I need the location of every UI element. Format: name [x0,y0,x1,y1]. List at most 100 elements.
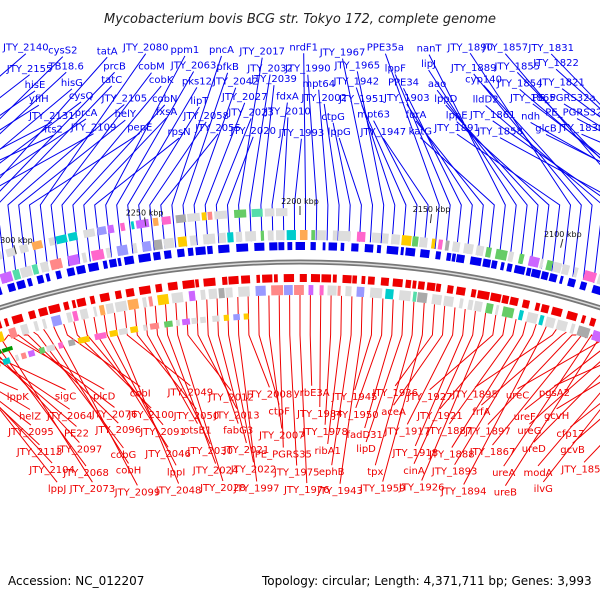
reverse-gene-leader-lines [0,295,600,486]
gene-leader-line [0,53,27,77]
reverse-gene-label: lipD [356,444,376,455]
gene-leader-line [403,88,462,252]
forward-feature [507,251,515,263]
reverse-cds [273,274,278,283]
forward-gene-leader-lines [0,53,600,283]
gene-leader-line [439,316,507,410]
kbp-tick-label: 2300 kbp [0,236,33,245]
forward-feature [371,232,382,244]
gene-leader-line [0,88,73,150]
gene-leader-line [485,105,600,283]
forward-gene-label: lipT [190,96,209,107]
gene-leader-line [271,102,288,241]
forward-gene-label: fts2 [44,124,63,135]
reverse-cds [367,276,375,285]
forward-gene-label: cobM [138,62,165,73]
gene-leader-line [73,321,152,409]
gene-leader-line [204,102,246,245]
gene-leader-line [0,85,113,283]
gene-leader-line [428,54,506,260]
gene-leader-line [516,72,600,159]
gene-leader-line [532,103,600,156]
rna-feature [0,349,2,354]
gene-leader-line [215,118,252,244]
reverse-feature [19,323,30,336]
forward-gene-label: JTY_2002 [300,93,347,104]
gene-leader-line [18,119,126,277]
reverse-gene-label: JTY_1926 [398,483,445,494]
reverse-feature [345,286,352,297]
reverse-gene-label: JTY_1888 [428,450,475,461]
forward-cds [376,244,382,254]
gene-leader-line [428,69,517,262]
reverse-gene-label: cobH [116,465,141,476]
forward-cds [328,242,338,251]
reverse-gene-label: JTY_1894 [440,487,487,498]
forward-gene-label: PE_PGRS32b [545,108,600,119]
kbp-tick-label: 2150 kbp [413,205,451,214]
forward-feature [226,232,234,243]
gene-leader-line [39,53,147,272]
gene-leader-line [299,295,308,484]
forward-cds [386,245,399,255]
reverse-gene-label: JTY_1887 [426,426,473,437]
gene-leader-line [332,122,351,242]
gene-leader-line [105,55,186,258]
reverse-feature [337,285,341,296]
reverse-feature [41,318,48,330]
forward-cds [400,246,405,256]
forward-gene-label: JTY_1821 [538,78,585,89]
gene-leader-line [0,349,87,467]
reverse-gene-label: JTY_2076 [91,409,138,420]
gene-leader-line [0,133,94,187]
gene-leader-line [454,323,537,465]
reverse-cds [138,285,152,296]
kbp-tick-mark [560,238,564,248]
reverse-cds [342,274,352,284]
reverse-cds [446,285,454,294]
forward-gene-label: JTY_2027 [221,92,268,103]
reverse-feature [98,304,106,316]
forward-feature [12,268,22,281]
reverse-feature [208,288,218,300]
gene-leader-line [260,85,275,241]
outer-feature [201,212,207,221]
reverse-gene-label: modA [523,468,552,479]
gene-leader-line [492,120,600,197]
reverse-gene-label: JTY_1867 [469,447,516,458]
reverse-gene-label: frfA [472,407,490,418]
reverse-feature [141,297,148,308]
reverse-gene-label: JTY_2012 [207,393,254,404]
reverse-gene-label: JTY_1936 [371,388,418,399]
inner-feature [149,322,160,330]
forward-feature [116,244,129,257]
forward-cds [254,242,265,252]
reverse-feature [171,292,184,304]
gene-leader-line [0,360,77,427]
outer-feature [161,215,172,226]
reverse-gene-label: JTY_2030 [186,446,233,457]
gene-leader-line [537,392,600,467]
forward-feature [539,258,544,269]
forward-cds [0,286,3,296]
reverse-feature [569,323,576,334]
forward-gene-label: JTY_2055 [194,123,241,134]
forward-cds [490,260,498,270]
forward-gene-label: helY [115,109,137,120]
reverse-cds [167,281,179,291]
forward-cds [187,247,194,257]
gene-leader-line [309,295,313,386]
gene-leader-line [94,137,180,260]
outer-feature [48,236,56,247]
forward-gene-label: JTY_2109 [70,123,117,134]
forward-gene-label: JTY_1903 [383,93,430,104]
reverse-gene-label: JTY_2096 [94,425,141,436]
inner-feature [163,320,174,328]
reverse-gene-label: JTY_1975 [273,468,320,479]
forward-gene-label: lipJ [421,59,436,70]
reverse-gene-label: ilvG [534,484,553,495]
gene-leader-line [419,137,495,258]
reverse-gene-label: ureA [492,468,515,479]
forward-gene-label: JTY_2131 [28,111,75,122]
